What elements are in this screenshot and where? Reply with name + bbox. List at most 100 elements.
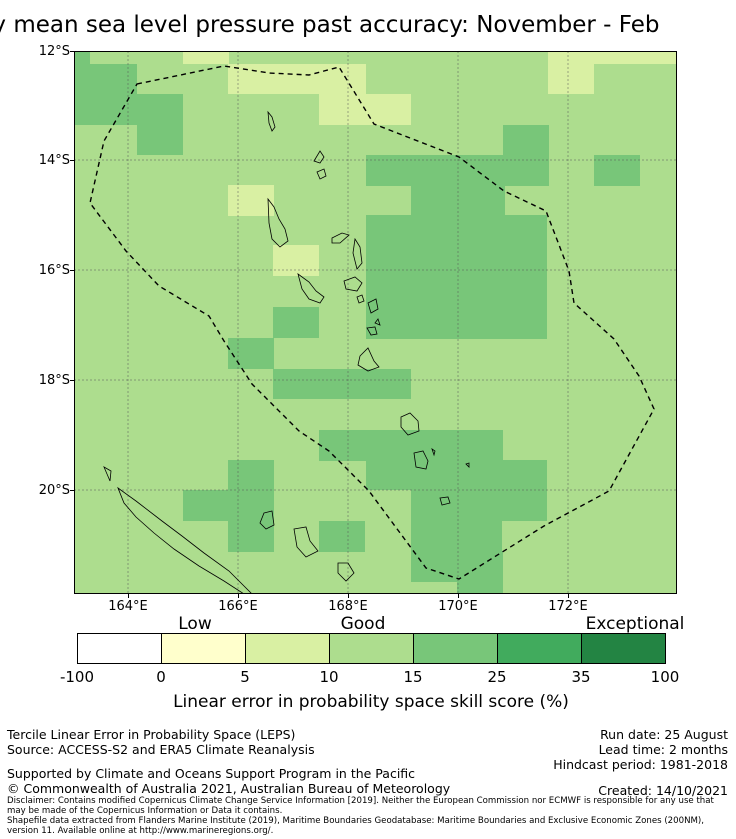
colorbar-category-exceptional: Exceptional (585, 614, 685, 634)
colorbar-segment (582, 634, 665, 663)
island-outline (259, 510, 275, 530)
island-outline (367, 298, 379, 314)
lon-label-172e: 172°E (548, 599, 588, 614)
lat-label-14s: 14°S (38, 153, 70, 168)
island-outline (337, 562, 355, 582)
skill-cell (137, 94, 183, 155)
skill-map (74, 51, 677, 594)
island-outline (357, 347, 380, 372)
copyright-line: © Commonwealth of Australia 2021, Austra… (7, 781, 451, 796)
eez-boundary (89, 65, 655, 580)
lat-tick (70, 490, 74, 491)
skill-cell (503, 125, 549, 186)
island-outline (316, 168, 327, 180)
island-outline (331, 232, 350, 244)
run-date: Run date: 25 August (600, 727, 728, 742)
skill-cells (74, 51, 677, 594)
islands (103, 110, 470, 594)
lat-label-20s: 20°S (38, 483, 70, 498)
island-outline (297, 273, 325, 304)
colorbar-tick: 5 (240, 668, 250, 686)
island-outline (439, 496, 451, 506)
island-outline (352, 237, 363, 270)
island-outline (117, 486, 253, 594)
colorbar-tick: -100 (59, 668, 95, 686)
island-outline (431, 448, 436, 457)
skill-cell (366, 155, 505, 186)
colorbar-tick: 15 (403, 668, 423, 686)
skill-cell (183, 51, 229, 64)
source-line: Source: ACCESS-S2 and ERA5 Climate Reana… (7, 742, 315, 757)
disclaimer-text: Disclaimer: Contains modified Copernicus… (7, 796, 714, 816)
info-right-block: Run date: 25 August Lead time: 2 months … (553, 727, 728, 772)
lat-tick (70, 51, 74, 52)
colorbar-segment (330, 634, 414, 663)
colorbar-segment (162, 634, 246, 663)
skill-cell (228, 185, 274, 216)
colorbar-segment (498, 634, 582, 663)
map-panel (74, 51, 677, 594)
colorbar-segment (78, 634, 162, 663)
skill-cell (319, 521, 365, 552)
island-outline (103, 466, 112, 482)
skill-cell (366, 460, 547, 490)
lat-label-12s: 12°S (38, 44, 70, 59)
disclaimer-block: Disclaimer: Contains modified Copernicus… (7, 796, 732, 836)
lon-label-170e: 170°E (438, 599, 478, 614)
lon-tick (458, 594, 459, 598)
skill-cell (273, 245, 319, 276)
lat-tick (70, 160, 74, 161)
colorbar-tick: 100 (650, 668, 680, 686)
hindcast-period: Hindcast period: 1981-2018 (553, 757, 728, 772)
graticule (74, 51, 677, 594)
island-outline (374, 318, 381, 326)
skill-cell (457, 551, 503, 594)
island-outline (356, 294, 365, 304)
colorbar-tick: 10 (319, 668, 339, 686)
leps-line: Tercile Linear Error in Probability Spac… (7, 727, 296, 742)
colorbar-category-good: Good (340, 614, 386, 634)
colorbar-segment (414, 634, 498, 663)
island-outline (267, 110, 276, 132)
island-outline (313, 150, 325, 164)
colorbar (77, 633, 666, 664)
island-outline (343, 276, 363, 292)
colorbar-tick: 35 (571, 668, 591, 686)
skill-cell (228, 64, 366, 94)
lon-label-166e: 166°E (218, 599, 258, 614)
skill-cell (319, 430, 503, 461)
island-outline (293, 526, 319, 558)
lead-time: Lead time: 2 months (598, 742, 728, 757)
skill-cell (548, 64, 594, 94)
colorbar-segment (246, 634, 330, 663)
skill-cell (411, 490, 547, 521)
lon-tick (128, 594, 129, 598)
support-line: Supported by Climate and Oceans Support … (7, 766, 416, 781)
lat-tick (70, 270, 74, 271)
map-border (74, 51, 677, 594)
lon-tick (568, 594, 569, 598)
info-left-block: Tercile Linear Error in Probability Spac… (7, 727, 315, 757)
skill-cell (273, 307, 319, 338)
skill-cell (74, 51, 90, 64)
skill-cell (74, 64, 137, 125)
lat-label-18s: 18°S (38, 373, 70, 388)
lat-label-16s: 16°S (38, 263, 70, 278)
skill-cell (411, 245, 547, 339)
lon-label-168e: 168°E (328, 599, 368, 614)
island-outline (267, 197, 289, 248)
map-title: ly mean sea level pressure past accuracy… (0, 12, 736, 46)
island-outline (465, 462, 470, 468)
lat-tick (70, 380, 74, 381)
shapefile-credit: Shapefile data extracted from Flanders M… (7, 816, 704, 836)
lon-tick (238, 594, 239, 598)
created-date: Created: 14/10/2021 (598, 783, 728, 798)
skill-cell (228, 338, 274, 369)
island-outline (366, 326, 378, 336)
island-outline (413, 450, 429, 470)
colorbar-category-low: Low (178, 614, 212, 634)
lon-label-164e: 164°E (108, 599, 148, 614)
skill-cell (183, 490, 274, 521)
info-left-block-2: Supported by Climate and Oceans Support … (7, 766, 450, 796)
skill-cell (594, 155, 640, 186)
